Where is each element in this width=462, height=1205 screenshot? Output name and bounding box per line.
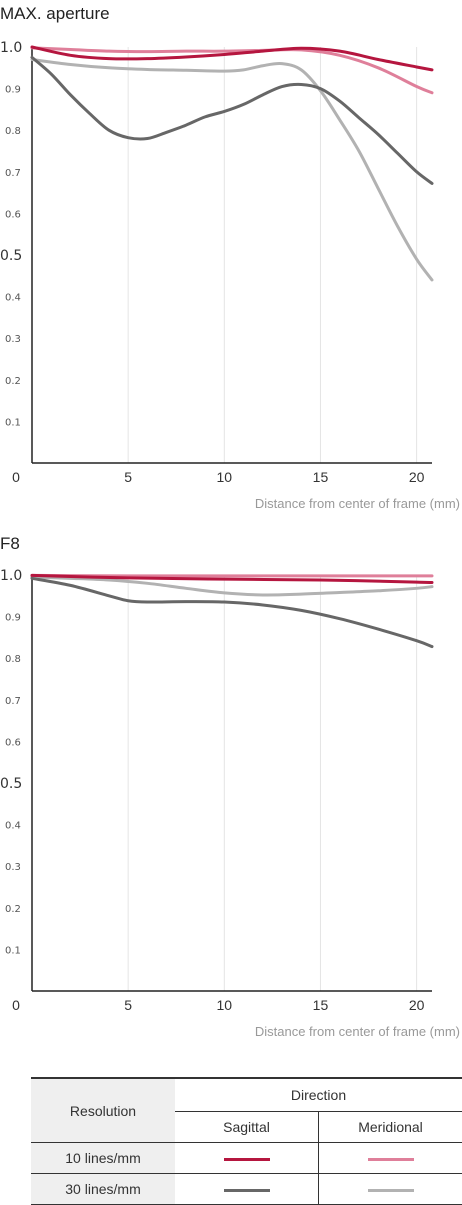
legend-sagittal-header: Sagittal xyxy=(175,1111,319,1143)
mtf-chart-max-aperture: 0 5 10 15 20 1.0 0.9 0.8 0.7 0.6 0.5 0.4 0.3 0.2 0.1 Di… xyxy=(0,0,462,520)
series-line-s30 xyxy=(32,578,432,646)
y-tick-label: 0.7 xyxy=(5,696,21,707)
y-tick-label: 0.4 xyxy=(5,293,21,304)
series-line-m30 xyxy=(32,59,432,279)
y-tick-label: 0.9 xyxy=(5,613,21,624)
y-tick-label: 0.4 xyxy=(5,821,21,832)
y-tick-label: 0.3 xyxy=(5,862,21,873)
x-tick-label: 5 xyxy=(124,469,132,485)
legend-swatch-sagittal-10 xyxy=(224,1158,270,1161)
legend-cell-meridional xyxy=(319,1143,462,1174)
legend-swatch-meridional-30 xyxy=(368,1189,414,1192)
y-tick-label: 0.9 xyxy=(5,85,21,96)
y-tick-label: 0.3 xyxy=(5,334,21,345)
legend-cell-sagittal xyxy=(175,1143,319,1174)
legend-resolution-header: Resolution xyxy=(31,1078,175,1143)
legend-direction-header: Direction xyxy=(175,1078,462,1111)
x-tick-label: 20 xyxy=(409,469,425,485)
x-tick-label: 0 xyxy=(12,469,20,485)
y-tick-label: 1.0 xyxy=(0,40,22,56)
y-tick-label: 0.8 xyxy=(5,654,21,665)
x-tick-label: 15 xyxy=(313,997,329,1013)
x-tick-label: 0 xyxy=(12,997,20,1013)
y-tick-label: 1.0 xyxy=(0,568,22,584)
x-tick-label: 10 xyxy=(217,997,233,1013)
legend-swatch-meridional-10 xyxy=(368,1158,414,1161)
x-tick-label: 5 xyxy=(124,997,132,1013)
x-axis-title: Distance from center of frame (mm) xyxy=(255,496,460,511)
y-tick-label: 0.1 xyxy=(5,417,21,428)
x-axis-title: Distance from center of frame (mm) xyxy=(255,1024,460,1039)
y-tick-label: 0.8 xyxy=(5,126,21,137)
y-tick-label: 0.6 xyxy=(5,209,21,220)
x-tick-label: 15 xyxy=(313,469,329,485)
y-tick-label: 0.6 xyxy=(5,737,21,748)
y-tick-label: 0.7 xyxy=(5,168,21,179)
x-tick-label: 10 xyxy=(217,469,233,485)
legend-meridional-header: Meridional xyxy=(319,1111,462,1143)
x-tick-label: 20 xyxy=(409,997,425,1013)
mtf-chart-f8: 0 5 10 15 20 1.0 0.9 0.8 0.7 0.6 0.5 0.4 0.3 0.2 0.1 Di… xyxy=(0,528,462,1048)
y-tick-label: 0.5 xyxy=(0,248,22,264)
y-tick-label: 0.1 xyxy=(5,945,21,956)
legend-row-label: 10 lines/mm xyxy=(31,1143,175,1174)
legend-table: Resolution Direction Sagittal Meridional… xyxy=(31,1077,462,1205)
legend-swatch-sagittal-30 xyxy=(224,1189,270,1192)
series-line-s30 xyxy=(32,57,432,183)
y-tick-label: 0.2 xyxy=(5,376,21,387)
y-tick-label: 0.5 xyxy=(0,776,22,792)
y-tick-label: 0.2 xyxy=(5,904,21,915)
